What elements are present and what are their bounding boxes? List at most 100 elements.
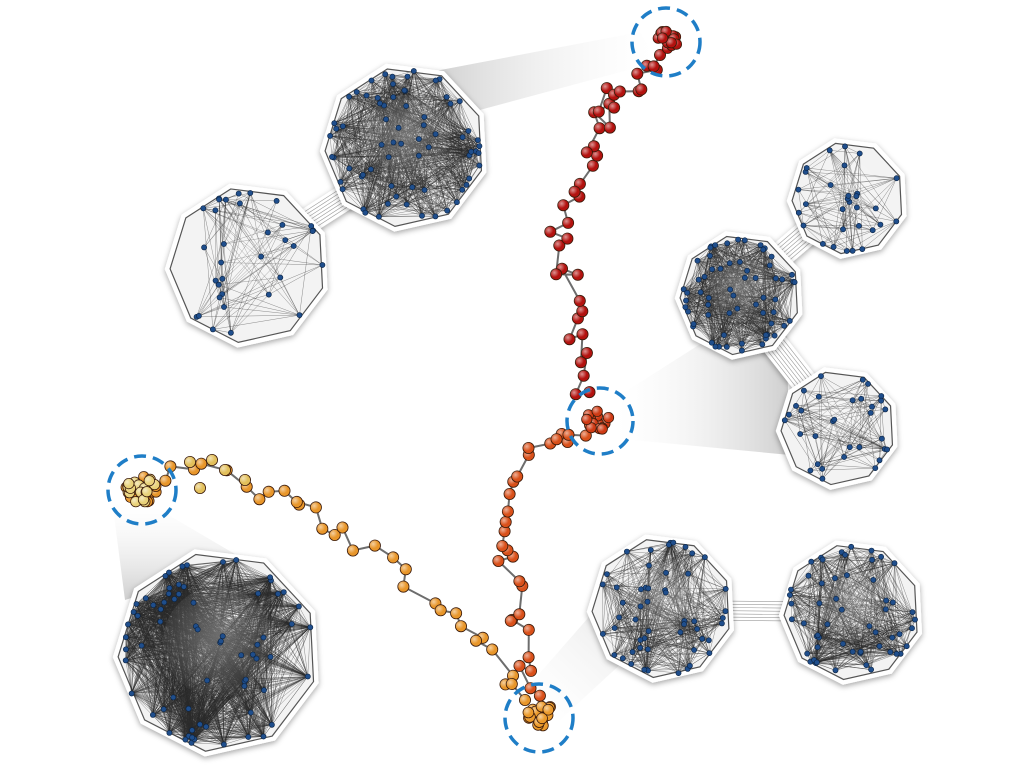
state-node xyxy=(159,474,172,487)
graph-node xyxy=(295,603,302,610)
graph-node xyxy=(425,144,432,151)
graph-node xyxy=(277,274,284,281)
graph-node xyxy=(833,595,839,602)
graph-node xyxy=(890,599,896,606)
graph-node xyxy=(868,666,874,673)
graph-node xyxy=(691,647,697,653)
graph-node xyxy=(683,297,689,304)
graph-node xyxy=(722,586,729,592)
graph-node xyxy=(846,444,853,451)
state-node xyxy=(592,105,605,118)
graph-node xyxy=(307,624,314,631)
community-lower-right xyxy=(775,367,898,490)
graph-node xyxy=(793,402,799,409)
graph-node xyxy=(456,98,463,105)
graph-node xyxy=(162,573,169,579)
highlight-ring-bottom-state xyxy=(503,682,575,754)
graph-node xyxy=(221,304,227,310)
graph-node xyxy=(212,277,219,284)
graph-node xyxy=(175,591,182,597)
graph-node xyxy=(872,629,879,636)
graph-node xyxy=(604,571,610,577)
graph-node xyxy=(398,140,404,147)
state-node xyxy=(143,475,155,487)
state-node xyxy=(586,159,599,172)
state-node xyxy=(519,694,532,707)
graph-node xyxy=(849,247,856,254)
graph-node xyxy=(233,557,240,563)
graph-node xyxy=(712,242,719,248)
graph-node xyxy=(600,631,606,637)
graph-node xyxy=(142,595,149,602)
graph-node xyxy=(474,137,481,143)
graph-node xyxy=(219,275,226,282)
graph-node xyxy=(209,326,216,333)
graph-node xyxy=(410,68,417,74)
graph-node xyxy=(125,621,131,628)
graph-node xyxy=(788,586,794,593)
graph-node xyxy=(814,632,821,639)
graph-node xyxy=(858,395,865,402)
graph-node xyxy=(752,275,759,281)
graph-node xyxy=(708,339,715,346)
graph-node xyxy=(367,166,374,173)
graph-node xyxy=(865,380,871,387)
graph-node xyxy=(878,397,884,404)
state-node xyxy=(346,544,359,557)
graph-node xyxy=(814,644,821,651)
graph-node xyxy=(190,599,197,606)
graph-node xyxy=(339,186,346,193)
graph-node xyxy=(757,242,764,248)
graph-node xyxy=(161,599,168,606)
graph-node xyxy=(218,259,224,266)
community-right xyxy=(778,540,923,685)
graph-node xyxy=(362,209,369,216)
state-node xyxy=(576,305,589,318)
graph-node xyxy=(404,73,411,80)
state-node xyxy=(513,659,526,672)
graph-node xyxy=(801,387,807,394)
trajectory-orange-red-branch xyxy=(492,405,615,732)
graph-node xyxy=(734,305,741,312)
state-node xyxy=(573,294,586,307)
state-node xyxy=(550,433,563,446)
state-node xyxy=(542,703,555,716)
graph-node xyxy=(463,181,470,188)
graph-node xyxy=(727,286,734,293)
graph-node xyxy=(818,580,825,587)
graph-node xyxy=(645,646,651,653)
graph-node xyxy=(189,734,196,741)
state-node xyxy=(336,521,349,534)
graph-node xyxy=(707,252,713,259)
graph-node xyxy=(816,600,823,607)
graph-node xyxy=(160,706,167,713)
state-node xyxy=(522,706,535,719)
graph-node xyxy=(641,666,648,673)
graph-node xyxy=(382,71,389,78)
state-node xyxy=(513,608,526,621)
graph-node xyxy=(227,329,234,336)
graph-node xyxy=(459,134,466,141)
graph-node xyxy=(840,226,846,233)
graph-node xyxy=(697,289,704,296)
graph-node xyxy=(258,253,264,260)
graph-node xyxy=(662,589,669,596)
state-node xyxy=(486,643,499,656)
community-glow xyxy=(806,390,870,454)
graph-node xyxy=(722,608,729,615)
graph-node xyxy=(831,416,838,423)
graph-node xyxy=(889,634,896,641)
graph-node xyxy=(680,286,687,293)
graph-node xyxy=(645,628,652,634)
graph-node xyxy=(726,260,733,267)
graph-node xyxy=(706,637,712,644)
state-node xyxy=(635,83,648,96)
graph-node xyxy=(645,585,652,592)
graph-node xyxy=(705,311,712,318)
graph-node xyxy=(879,435,885,442)
graph-node xyxy=(204,677,210,684)
graph-node xyxy=(807,467,814,474)
graph-node xyxy=(781,417,788,424)
graph-node xyxy=(719,620,725,627)
